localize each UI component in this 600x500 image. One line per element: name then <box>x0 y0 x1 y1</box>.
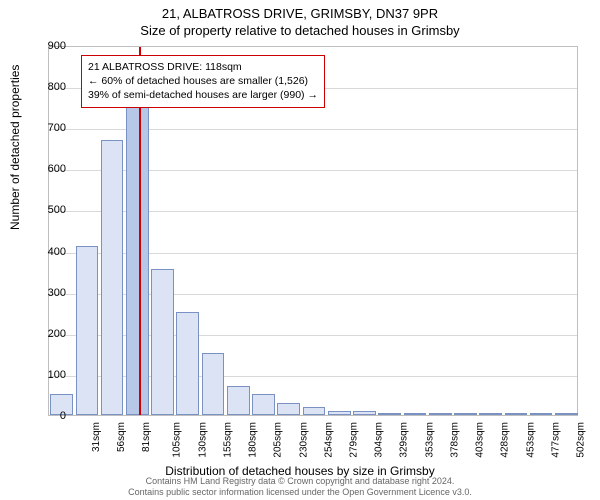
x-tick-label: 477sqm <box>550 422 561 458</box>
x-tick-label: 130sqm <box>197 422 208 458</box>
footer-line: Contains HM Land Registry data © Crown c… <box>0 476 600 487</box>
y-tick-label: 400 <box>48 246 66 258</box>
plot-area: 21 ALBATROSS DRIVE: 118sqm← 60% of detac… <box>48 46 578 416</box>
page-title: 21, ALBATROSS DRIVE, GRIMSBY, DN37 9PR <box>0 6 600 21</box>
y-tick-label: 900 <box>48 40 66 52</box>
histogram-bar <box>555 413 578 415</box>
y-tick-label: 200 <box>48 328 66 340</box>
x-tick-label: 81sqm <box>141 422 152 452</box>
histogram-bar <box>530 413 553 415</box>
x-tick-label: 56sqm <box>116 422 127 452</box>
y-tick-label: 300 <box>48 287 66 299</box>
histogram-bar <box>404 413 427 415</box>
annotation-line: 39% of semi-detached houses are larger (… <box>88 88 318 102</box>
title-block: 21, ALBATROSS DRIVE, GRIMSBY, DN37 9PR S… <box>0 0 600 38</box>
x-tick-label: 329sqm <box>399 422 410 458</box>
histogram-bar <box>378 413 401 415</box>
annotation-line: 21 ALBATROSS DRIVE: 118sqm <box>88 60 318 74</box>
footer-line: Contains public sector information licen… <box>0 487 600 498</box>
x-tick-label: 453sqm <box>525 422 536 458</box>
y-tick-label: 500 <box>48 204 66 216</box>
histogram-bar <box>101 140 124 415</box>
annotation-line: ← 60% of detached houses are smaller (1,… <box>88 74 318 88</box>
x-tick-label: 353sqm <box>424 422 435 458</box>
y-tick-label: 600 <box>48 163 66 175</box>
page-subtitle: Size of property relative to detached ho… <box>0 23 600 38</box>
histogram-bar <box>176 312 199 415</box>
x-tick-label: 304sqm <box>374 422 385 458</box>
histogram-bar <box>505 413 528 415</box>
x-tick-label: 180sqm <box>248 422 259 458</box>
x-tick-label: 230sqm <box>298 422 309 458</box>
histogram-bar <box>303 407 326 415</box>
histogram-bar <box>429 413 452 415</box>
y-tick-label: 800 <box>48 81 66 93</box>
histogram-bar <box>252 394 275 415</box>
footer-attribution: Contains HM Land Registry data © Crown c… <box>0 476 600 499</box>
histogram-bar <box>126 107 149 415</box>
y-tick-label: 0 <box>60 410 66 422</box>
histogram-bar <box>202 353 225 415</box>
y-tick-label: 700 <box>48 122 66 134</box>
x-tick-label: 254sqm <box>323 422 334 458</box>
histogram-bar <box>328 411 351 415</box>
x-tick-label: 502sqm <box>576 422 587 458</box>
chart-area: 21 ALBATROSS DRIVE: 118sqm← 60% of detac… <box>48 46 578 416</box>
x-tick-label: 403sqm <box>475 422 486 458</box>
histogram-bar <box>479 413 502 415</box>
histogram-bar <box>454 413 477 415</box>
x-tick-label: 378sqm <box>450 422 461 458</box>
y-tick-label: 100 <box>48 369 66 381</box>
histogram-bar <box>353 411 376 415</box>
x-tick-label: 205sqm <box>273 422 284 458</box>
histogram-bar <box>151 269 174 415</box>
x-tick-label: 279sqm <box>349 422 360 458</box>
x-tick-label: 155sqm <box>222 422 233 458</box>
x-tick-label: 105sqm <box>172 422 183 458</box>
y-axis-label: Number of detached properties <box>8 65 22 230</box>
histogram-bar <box>227 386 250 415</box>
histogram-bar <box>76 246 99 415</box>
x-tick-label: 31sqm <box>91 422 102 452</box>
histogram-bar <box>277 403 300 415</box>
x-tick-label: 428sqm <box>500 422 511 458</box>
annotation-box: 21 ALBATROSS DRIVE: 118sqm← 60% of detac… <box>81 55 325 108</box>
